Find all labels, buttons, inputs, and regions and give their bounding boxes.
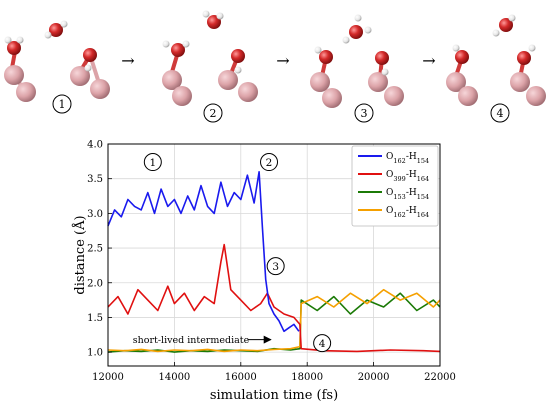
- legend-label-part: 162: [393, 211, 405, 219]
- scheme-step-1: 1: [52, 94, 72, 114]
- legend-label-part: -H: [406, 206, 417, 216]
- legend-label-part: -H: [406, 152, 417, 162]
- y-tick-label: 3.5: [87, 174, 103, 185]
- legend-label-part: O: [386, 152, 393, 162]
- x-axis-label: simulation time (fs): [210, 388, 338, 403]
- legend-label-o162-h164: O162-H164: [386, 206, 429, 219]
- legend-label-o153-h154: O153-H154: [386, 188, 429, 201]
- plot-frame: [107, 143, 441, 367]
- y-axis-label: distance (Å): [72, 215, 88, 294]
- y-tick-label: 3.0: [87, 209, 103, 220]
- scheme-arrow-1: →: [121, 51, 134, 70]
- x-tick-label: 22000: [424, 372, 456, 383]
- series-line-o162-h164: [107, 288, 441, 353]
- y-tick-label: 2.5: [87, 244, 103, 255]
- mechanism-scheme: → → → 1 2 3 4: [4, 10, 546, 123]
- scheme-step-2: 2: [203, 103, 223, 123]
- scheme-step-2-label: 2: [210, 107, 217, 120]
- legend-label-part: -H: [406, 170, 417, 180]
- scheme-step-3-label: 3: [361, 107, 368, 120]
- chart-marker-1: 1: [143, 153, 162, 172]
- legend-label-part: 162: [393, 157, 405, 165]
- series-lines: [107, 171, 441, 353]
- x-tick-label: 20000: [358, 372, 390, 383]
- series-line-o153-h154: [107, 292, 441, 353]
- legend-label-o162-h154: O162-H154: [386, 152, 429, 165]
- chart-marker-label: 2: [266, 157, 273, 169]
- x-tick-label: 16000: [225, 372, 257, 383]
- chart-marker-label: 1: [149, 157, 156, 169]
- scheme-panel-4: [446, 14, 546, 106]
- distance-chart: 12000 14000 16000 18000 20000 22000 1.0 1.5 2.0 2…: [72, 140, 456, 404]
- y-tick-label: 2.0: [87, 278, 103, 289]
- legend-label-part: O: [386, 170, 393, 180]
- scheme-step-4-label: 4: [497, 107, 504, 120]
- legend-label-part: -H: [406, 188, 417, 198]
- chart-marker-label: 3: [272, 261, 279, 273]
- y-tick-label: 1.0: [87, 348, 103, 359]
- legend-label-part: 399: [393, 175, 405, 183]
- chart-marker-label: 4: [319, 338, 326, 350]
- y-tick-label: 4.0: [87, 140, 103, 151]
- legend-label-part: 154: [417, 157, 429, 165]
- legend-label-o399-h164: O399-H164: [386, 170, 429, 183]
- x-tick-label: 14000: [158, 372, 190, 383]
- scheme-arrow-2: →: [276, 51, 289, 70]
- chart-marker-4: 4: [313, 334, 332, 353]
- scheme-panel-3: [310, 14, 404, 108]
- legend-label-part: 164: [417, 175, 429, 183]
- scheme-step-1-label: 1: [59, 98, 66, 111]
- x-tick-label: 18000: [291, 372, 323, 383]
- axis-ticks: 12000 14000 16000 18000 20000 22000 1.0 1.5 2.0 2…: [87, 140, 456, 384]
- legend-label-part: 153: [393, 193, 405, 201]
- scheme-step-4: 4: [490, 103, 510, 123]
- legend-box: [351, 145, 439, 227]
- series-line-o399-h164: [107, 243, 441, 353]
- y-tick-label: 1.5: [87, 313, 103, 324]
- scheme-panel-2: [162, 10, 258, 106]
- series-line-o162-h154: [107, 171, 300, 333]
- chart-marker-3: 3: [266, 257, 285, 276]
- chart-annotations: 1 2 3 4 short-lived intermediate: [133, 153, 332, 353]
- x-tick-label: 12000: [92, 372, 124, 383]
- intermediate-label: short-lived intermediate: [133, 335, 250, 346]
- chart-marker-2: 2: [260, 153, 279, 172]
- scheme-step-3: 3: [354, 103, 374, 123]
- legend-label-part: 154: [417, 193, 429, 201]
- legend-label-part: O: [386, 188, 393, 198]
- legend-label-part: 164: [417, 211, 429, 219]
- legend-label-part: O: [386, 206, 393, 216]
- scheme-arrow-3: →: [422, 51, 435, 70]
- scheme-panel-1: [4, 20, 110, 102]
